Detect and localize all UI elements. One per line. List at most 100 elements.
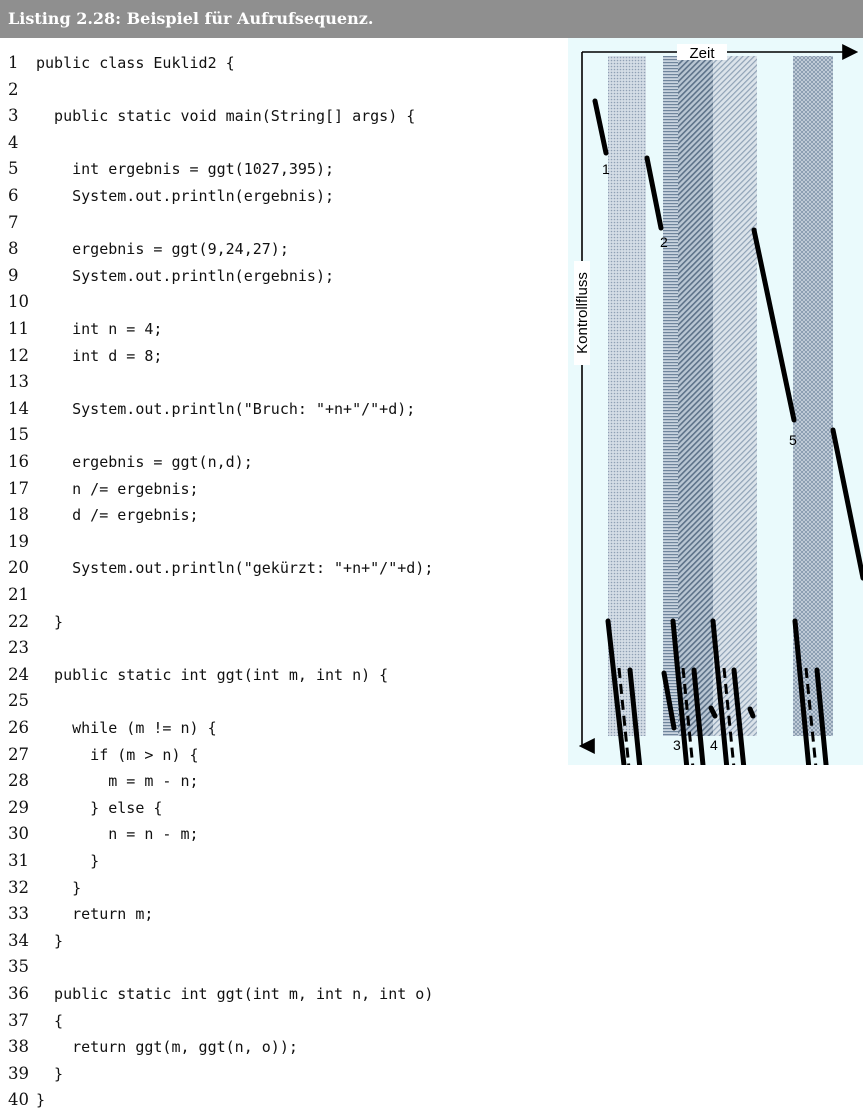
code-line: 27 if (m > n) { (0, 742, 575, 768)
code-line: 18 d /= ergebnis; (0, 502, 575, 528)
code-line: 15 (0, 422, 575, 448)
code-text: } else { (36, 798, 163, 817)
code-text: { (36, 1011, 64, 1030)
flow-segment-5 (751, 227, 797, 423)
code-line: 2 (0, 77, 575, 103)
line-number: 19 (8, 531, 29, 551)
time-axis-label: Zeit (689, 45, 715, 62)
ggt-loop-c2 (681, 667, 698, 799)
ggt-loop-c5 (804, 667, 821, 799)
line-number: 31 (8, 851, 29, 870)
code-line: 36 public static int ggt(int m, int n, i… (0, 981, 575, 1007)
line-number: 26 (8, 718, 29, 737)
code-text: public class Euklid2 { (36, 54, 235, 72)
line-number: 1 (8, 53, 19, 72)
code-line: 17 n /= ergebnis; (0, 476, 575, 502)
activation-column-call-2 (663, 56, 680, 736)
flow-segment-2 (644, 155, 664, 231)
code-text: int ergebnis = ggt(1027,395); (36, 160, 335, 179)
code-text: int d = 8; (36, 346, 163, 365)
line-number: 11 (8, 319, 29, 338)
code-line: 40} (0, 1087, 575, 1113)
code-text: System.out.println(ergebnis); (36, 266, 335, 285)
code-line: 6 System.out.println(ergebnis); (0, 183, 575, 209)
call-label-2: 2 (660, 234, 668, 250)
code-text: n = n - m; (36, 825, 199, 844)
code-line: 34 } (0, 928, 575, 954)
code-line: 11 int n = 4; (0, 316, 575, 342)
code-line: 13 (0, 369, 575, 395)
code-line: 12 int d = 8; (0, 343, 575, 369)
call-label-1: 1 (602, 161, 610, 177)
activation-column-call-4 (713, 56, 757, 736)
code-line: 14 System.out.println("Bruch: "+n+"/"+d)… (0, 396, 575, 422)
code-line: 20 System.out.println("gekürzt: "+n+"/"+… (0, 555, 575, 581)
line-number: 38 (8, 1037, 29, 1057)
line-number: 23 (8, 638, 29, 658)
code-line: 21 (0, 582, 575, 608)
code-line: 26 while (m != n) { (0, 715, 575, 741)
flow-segment-3 (661, 670, 677, 731)
code-line: 9 System.out.println(ergebnis); (0, 263, 575, 289)
activation-column-main (608, 56, 646, 736)
code-text: public static int ggt(int m, int n, int … (36, 985, 434, 1003)
code-text: d /= ergebnis; (36, 506, 199, 525)
line-number: 35 (8, 957, 29, 977)
line-number: 3 (8, 106, 19, 126)
line-number: 12 (8, 345, 29, 365)
line-number: 32 (8, 877, 29, 897)
code-line: 1 public class Euklid2 { (0, 50, 575, 76)
code-text: } (36, 852, 100, 870)
code-line: 19 (0, 529, 575, 555)
code-text: n /= ergebnis; (36, 479, 199, 498)
ggt-loop-main (617, 667, 634, 799)
activation-column-call-3 (678, 56, 713, 736)
code-line: 33 return m; (0, 901, 575, 927)
code-line: 8 ergebnis = ggt(9,24,27); (0, 236, 575, 262)
line-number: 14 (8, 398, 29, 418)
code-line: 16 ergebnis = ggt(n,d); (0, 449, 575, 475)
call-label-4: 4 (710, 737, 718, 753)
code-text: int n = 4; (36, 320, 163, 338)
line-number: 5 (8, 159, 19, 179)
line-number: 29 (8, 797, 29, 817)
code-line: 3 public static void main(String[] args)… (0, 103, 575, 129)
code-line: 10 (0, 289, 575, 315)
flow-segment-4 (708, 705, 718, 719)
line-number: 24 (8, 664, 29, 684)
code-text: ergebnis = ggt(9,24,27); (36, 240, 289, 259)
code-line: 24 public static int ggt(int m, int n) { (0, 662, 575, 688)
code-text: System.out.println("Bruch: "+n+"/"+d); (36, 399, 416, 418)
line-number: 10 (8, 292, 29, 312)
code-line: 32 } (0, 875, 575, 901)
line-number: 9 (8, 265, 19, 285)
flow-segment-6 (830, 427, 863, 581)
line-number: 22 (8, 611, 29, 631)
code-line: 35 (0, 954, 575, 980)
ggt-loop-c4 (722, 667, 739, 799)
code-text: return m; (36, 905, 154, 924)
time-axis-label-bg (677, 44, 727, 60)
code-line: 31 } (0, 848, 575, 874)
activation-column-call-5 (793, 56, 833, 736)
code-text: public static void main(String[] args) { (36, 107, 416, 126)
code-line: 28 m = m - n; (0, 768, 575, 794)
code-text: while (m != n) { (36, 719, 217, 737)
line-number: 39 (8, 1063, 29, 1083)
line-number: 37 (8, 1010, 29, 1030)
line-number: 8 (8, 239, 19, 259)
control-flow-axis-label: Kontrollfluss (574, 272, 591, 354)
listing-title: Listing 2.28: Beispiel für Aufrufsequenz… (0, 0, 863, 38)
line-number: 40 (8, 1090, 29, 1110)
flow-segment-1 (592, 98, 609, 156)
line-number: 20 (8, 558, 29, 578)
line-number: 27 (8, 744, 29, 764)
code-text: ergebnis = ggt(n,d); (36, 453, 253, 471)
code-text: System.out.println(ergebnis); (36, 187, 335, 205)
code-line: 5 int ergebnis = ggt(1027,395); (0, 156, 575, 182)
code-line: 30 n = n - m; (0, 821, 575, 847)
line-number: 21 (8, 585, 29, 604)
code-text: } (36, 931, 64, 950)
code-line: 38 return ggt(m, ggt(n, o)); (0, 1034, 575, 1060)
code-text: return ggt(m, ggt(n, o)); (36, 1038, 298, 1057)
